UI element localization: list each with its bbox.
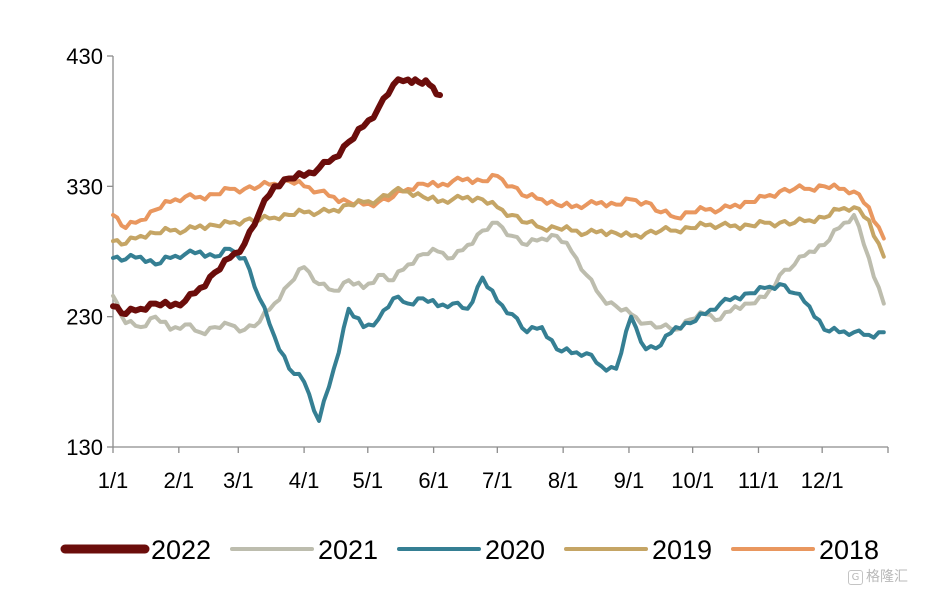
x-tick-label: 5/1 [352, 468, 383, 493]
series-line-2019 [111, 185, 886, 259]
y-tick-label: 330 [66, 174, 103, 199]
x-tick-label: 2/1 [164, 468, 195, 493]
series-line-2022 [110, 76, 443, 318]
series-line-2020 [111, 246, 886, 423]
x-tick-label: 6/1 [418, 468, 449, 493]
legend-label-2022: 2022 [151, 535, 211, 565]
series-lines [110, 76, 886, 423]
y-tick-label: 130 [66, 435, 103, 460]
y-axis-ticks: 130 230 330 430 [66, 44, 113, 460]
axes [112, 56, 888, 448]
watermark-icon: G [848, 569, 863, 585]
x-tick-label: 4/1 [289, 468, 320, 493]
x-tick-label: 7/1 [482, 468, 513, 493]
y-tick-label: 430 [66, 44, 103, 69]
x-tick-label: 3/1 [223, 468, 254, 493]
x-tick-label: 10/1 [671, 468, 714, 493]
x-axis-ticks: 1/1 2/1 3/1 4/1 5/1 6/1 7/1 8/1 9/1 10/1 11/1 12/1 [98, 447, 889, 493]
x-tick-label: 11/1 [738, 468, 779, 493]
legend-label-2018: 2018 [819, 535, 879, 565]
series-line-2018 [111, 172, 886, 241]
x-tick-label: 1/1 [98, 468, 129, 493]
x-tick-label: 8/1 [548, 468, 579, 493]
legend: 2022 2021 2020 2019 2018 [60, 535, 879, 565]
y-tick-label: 230 [66, 305, 103, 330]
series-line-2021 [111, 213, 886, 337]
x-tick-label: 12/1 [801, 468, 844, 493]
legend-label-2020: 2020 [485, 535, 545, 565]
legend-label-2021: 2021 [318, 535, 378, 565]
watermark-logo: G 格隆汇 [848, 566, 908, 586]
x-tick-label: 9/1 [614, 468, 645, 493]
legend-label-2019: 2019 [652, 535, 712, 565]
